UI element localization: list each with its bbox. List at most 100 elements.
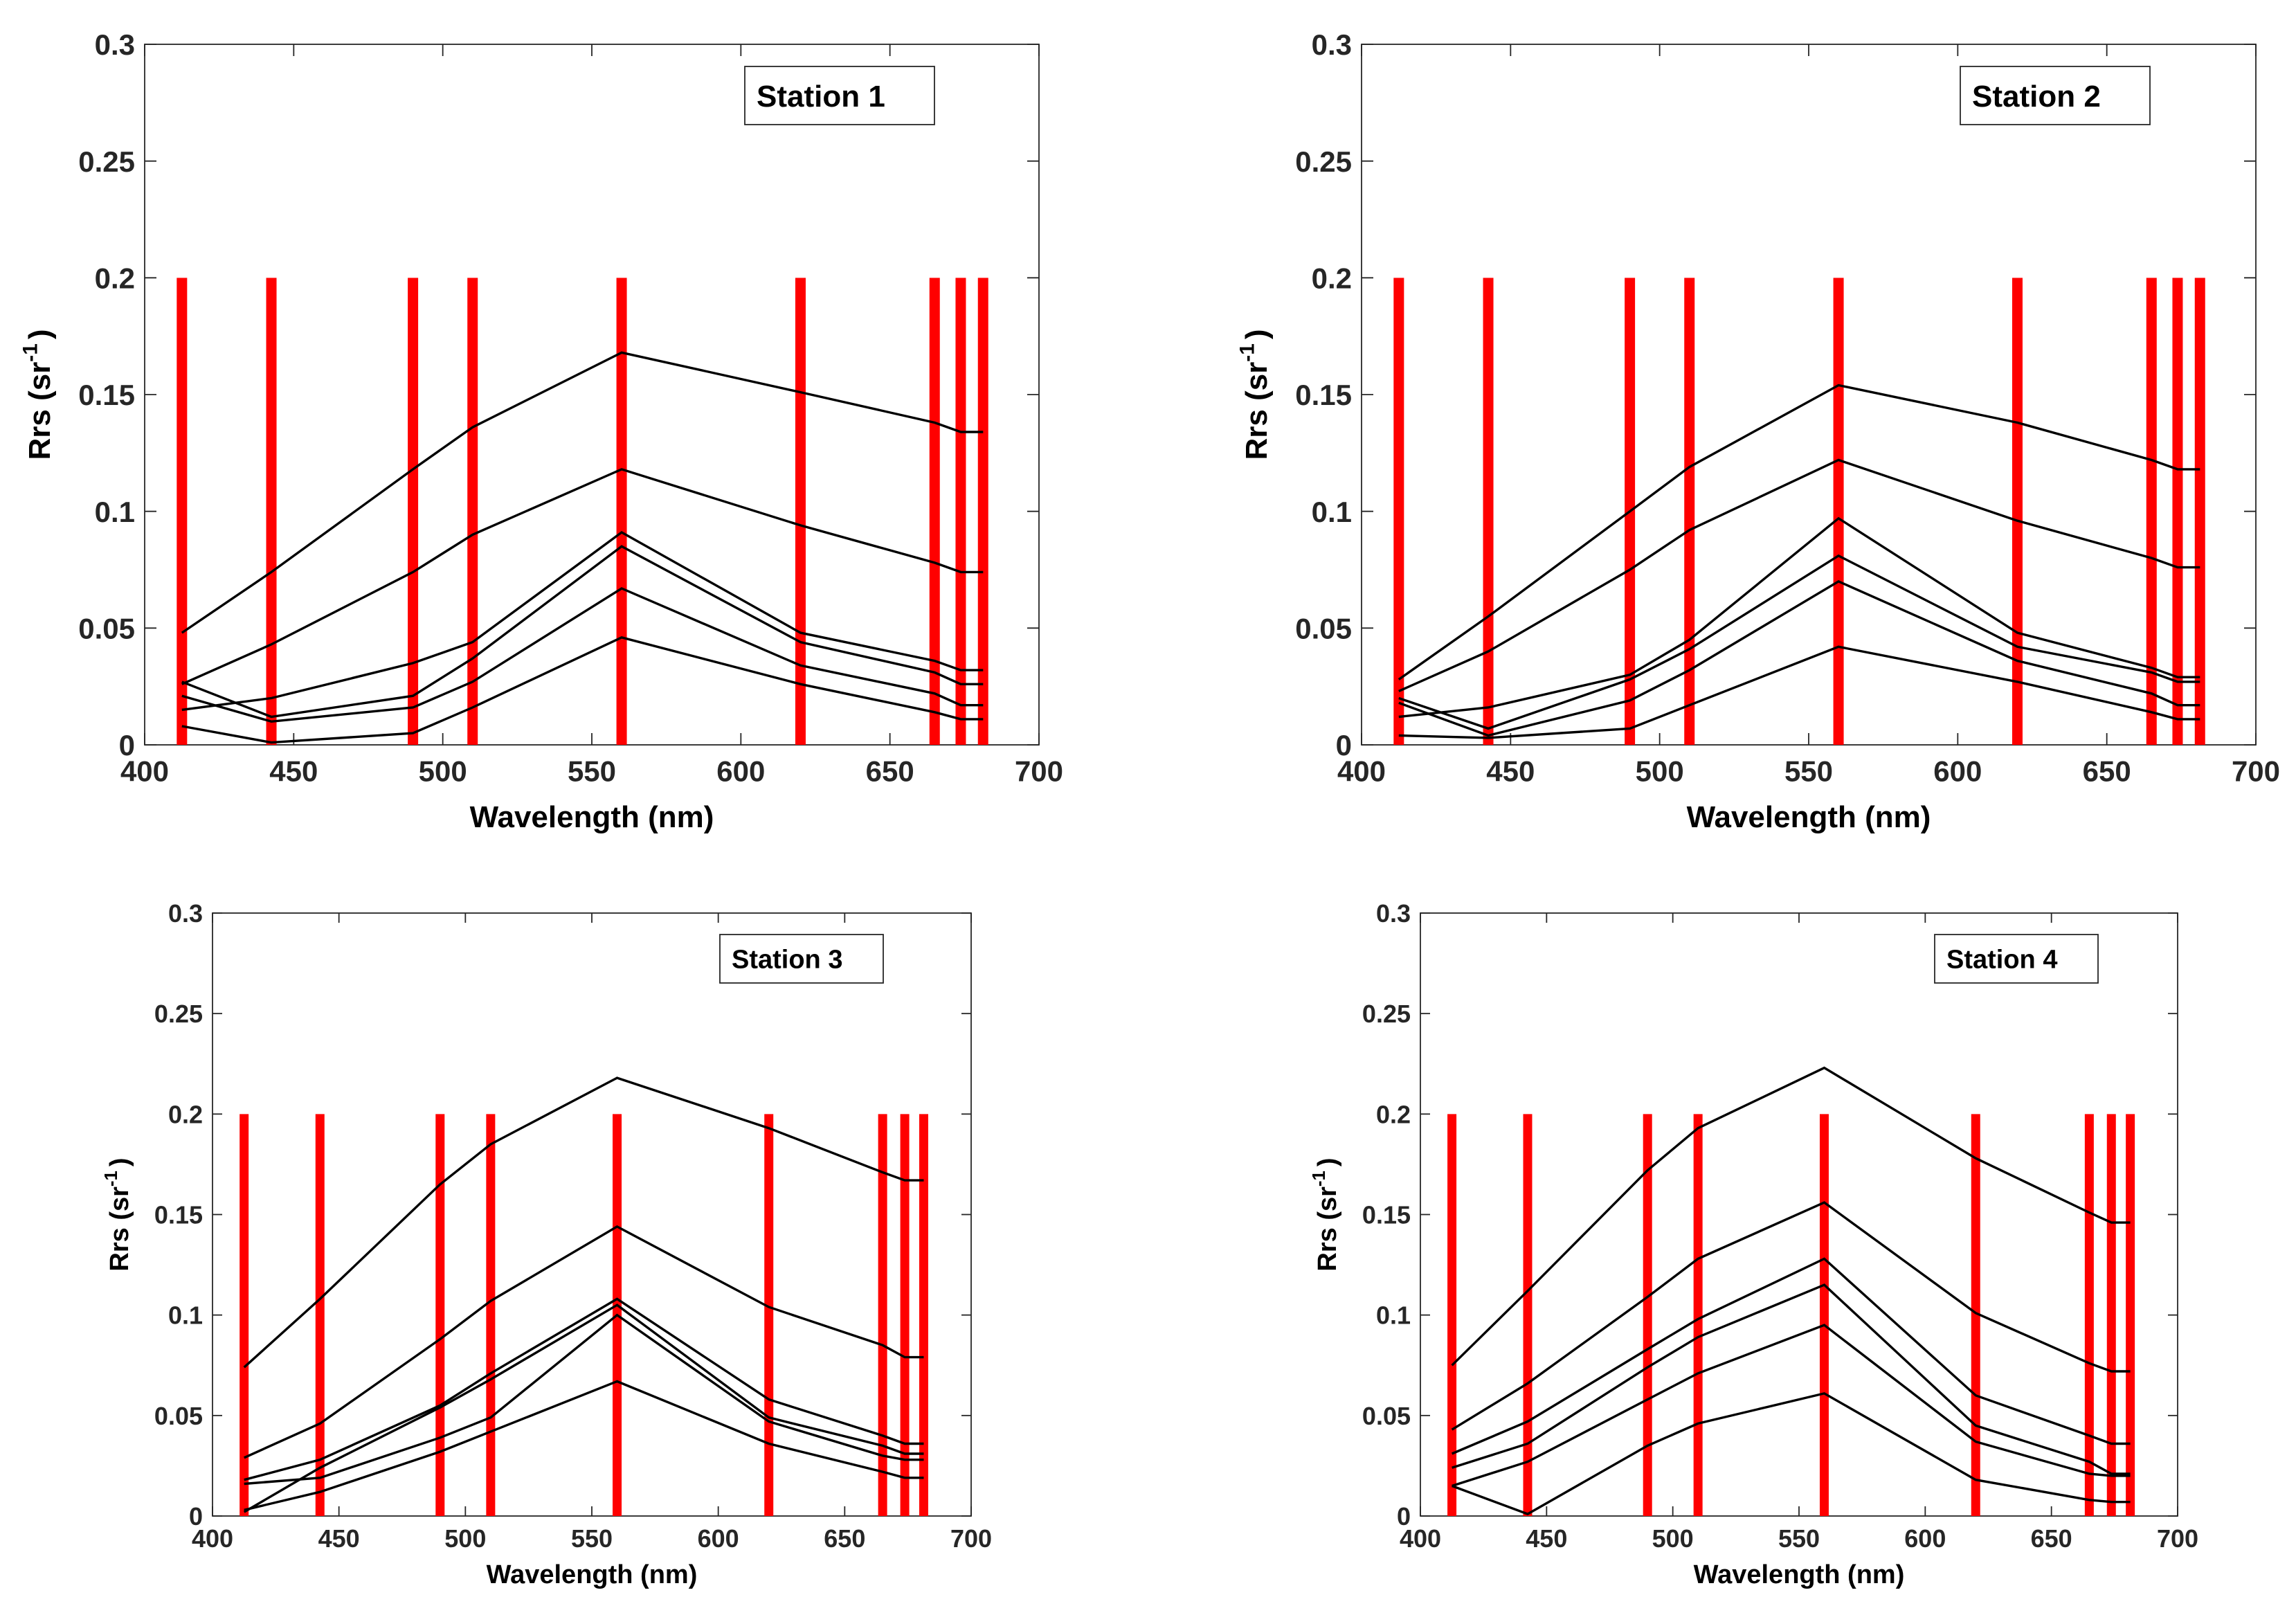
chart-panel-station-2: 400 450 500 550 600 650 700 0 0.05 0.1 0.15 0.2 0.25… [1236, 28, 2281, 834]
series-line-1 [243, 1076, 924, 1369]
y-axis-label: Rrs (sr-1) [1310, 1157, 1342, 1271]
series-line-4 [181, 545, 984, 719]
legend-box [719, 934, 884, 984]
series-line-3 [181, 530, 984, 712]
y-tick-label: 0.25 [78, 145, 135, 178]
chart-panel-station-3: 400 450 500 550 600 650 700 0 0.05 0.1 0.15 0.2 0.25… [102, 899, 992, 1589]
x-axis-label: Wavelength (nm) [470, 800, 714, 834]
x-tick-label: 700 [2232, 755, 2280, 788]
x-tick-label: 450 [318, 1524, 360, 1553]
x-tick-label: 500 [1636, 755, 1684, 788]
x-tick-label: 550 [1778, 1524, 1820, 1553]
y-axis-label-base: Rrs (sr [23, 362, 57, 460]
x-tick-label: 600 [1933, 755, 1982, 788]
series-line-6 [1452, 1392, 2131, 1515]
x-tick-label: 450 [269, 755, 318, 788]
series-line-6 [181, 635, 984, 744]
series-line-3 [1451, 1257, 2131, 1455]
x-tick-label: 600 [698, 1524, 739, 1553]
y-tick-label: 0 [1397, 1502, 1411, 1531]
chart-panel-station-1: 400 450 500 550 600 650 700 0 0.05 0.1 0.15 0.2 0.25… [19, 28, 1064, 834]
y-axis-label-close: ) [1313, 1157, 1342, 1166]
x-tick-label: 650 [2083, 755, 2131, 788]
series-line-1 [1398, 384, 2200, 680]
y-tick-label: 0.2 [1376, 1100, 1411, 1128]
y-axis-label: Rrs (sr-1) [1236, 329, 1274, 460]
legend-label: Station 3 [732, 946, 842, 975]
x-tick-label: 550 [568, 755, 616, 788]
chart-panel-station-4: 400 450 500 550 600 650 700 0 0.05 0.1 0.15 0.2 0.25… [1310, 899, 2198, 1589]
x-tick-label: 500 [444, 1524, 486, 1553]
y-tick-label: 0.1 [95, 496, 135, 528]
y-tick-label: 0.25 [1362, 1000, 1411, 1028]
y-axis-label-close: ) [23, 329, 57, 339]
plot-area-frame [212, 912, 972, 1517]
series-line-5 [1398, 579, 2200, 737]
series-line-4 [243, 1303, 924, 1513]
legend-label: Station 1 [757, 80, 885, 114]
series-line-2 [1451, 1201, 2131, 1431]
y-tick-label: 0.05 [1362, 1402, 1411, 1430]
series-line-5 [244, 1313, 924, 1486]
y-tick-label: 0 [119, 729, 135, 761]
series-line-6 [244, 1380, 924, 1511]
y-tick-label: 0.05 [78, 612, 135, 644]
y-tick-label: 0.15 [1362, 1200, 1411, 1229]
legend-box [744, 66, 935, 125]
x-tick-label: 700 [950, 1524, 992, 1553]
y-tick-label: 0.05 [154, 1402, 203, 1430]
y-tick-label: 0.2 [95, 262, 135, 294]
y-tick-label: 0.2 [168, 1100, 203, 1128]
series-line-1 [181, 351, 984, 634]
y-tick-label: 0.25 [154, 1000, 203, 1028]
y-axis-label-close: ) [1240, 329, 1274, 339]
x-tick-label: 700 [2157, 1524, 2198, 1553]
y-tick-label: 0.2 [1312, 262, 1352, 294]
y-tick-label: 0.1 [168, 1301, 203, 1330]
y-tick-label: 0.3 [95, 28, 135, 61]
series-line-6 [1398, 645, 2200, 739]
x-tick-label: 600 [1904, 1524, 1946, 1553]
x-tick-label: 450 [1526, 1524, 1567, 1553]
x-tick-label: 400 [1400, 1524, 1441, 1553]
y-tick-label: 0.3 [168, 899, 203, 928]
y-tick-label: 0.3 [1312, 28, 1352, 61]
series-line-2 [181, 468, 984, 685]
x-tick-label: 700 [1015, 755, 1063, 788]
plot-area-frame [1361, 44, 2257, 746]
y-axis-label-superscript: -1 [102, 1171, 121, 1187]
series-line-4 [1398, 554, 2200, 730]
x-tick-label: 650 [824, 1524, 865, 1553]
x-tick-label: 450 [1486, 755, 1535, 788]
y-axis-label-base: Rrs (sr [1313, 1187, 1342, 1272]
x-tick-label: 400 [192, 1524, 233, 1553]
x-tick-label: 400 [1337, 755, 1386, 788]
x-tick-label: 650 [866, 755, 914, 788]
series-line-5 [181, 587, 984, 723]
y-tick-label: 0.15 [1295, 379, 1352, 411]
legend-label: Station 2 [1972, 80, 2101, 114]
y-tick-label: 0.05 [1295, 612, 1352, 644]
y-tick-label: 0.15 [78, 379, 135, 411]
legend-box [1934, 934, 2099, 984]
x-tick-label: 550 [571, 1524, 613, 1553]
y-tick-label: 0.1 [1312, 496, 1352, 528]
x-tick-label: 400 [120, 755, 169, 788]
y-axis-label: Rrs (sr-1) [19, 329, 57, 460]
x-axis-label: Wavelength (nm) [1687, 800, 1931, 834]
series-line-1 [1451, 1066, 2131, 1366]
y-tick-label: 0.3 [1376, 899, 1411, 928]
x-tick-label: 500 [1652, 1524, 1694, 1553]
x-tick-label: 550 [1784, 755, 1833, 788]
y-axis-label-close: ) [105, 1157, 134, 1166]
y-axis-label-base: Rrs (sr [105, 1187, 134, 1272]
series-line-3 [1398, 516, 2200, 719]
y-tick-label: 0.15 [154, 1200, 203, 1229]
y-axis-label: Rrs (sr-1) [102, 1157, 134, 1271]
y-axis-label-superscript: -1 [1310, 1171, 1329, 1187]
x-axis-label: Wavelength (nm) [487, 1560, 698, 1589]
x-tick-label: 600 [716, 755, 765, 788]
x-tick-label: 650 [2031, 1524, 2072, 1553]
y-axis-label-base: Rrs (sr [1240, 362, 1274, 460]
y-axis-label-superscript: -1 [1236, 343, 1259, 362]
